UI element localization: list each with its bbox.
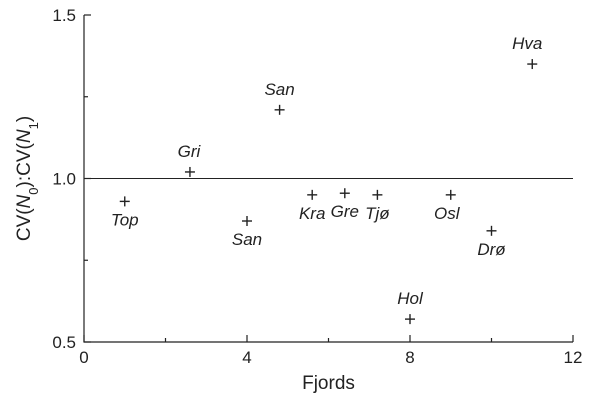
data-point: Gri <box>178 142 202 177</box>
data-point: Osl <box>434 189 461 223</box>
point-label: San <box>264 80 294 99</box>
y-axis: 0.5 1.0 1.5 <box>52 6 91 352</box>
y-tick-label: 1.0 <box>52 170 76 189</box>
data-point: Tjø <box>365 189 390 223</box>
point-label: Hva <box>512 34 542 53</box>
point-label: Drø <box>477 240 505 259</box>
point-label: Kra <box>299 204 325 223</box>
point-label: Gri <box>178 142 202 161</box>
x-axis: 0 4 8 12 <box>79 335 582 367</box>
point-label: Osl <box>434 204 461 223</box>
data-point: San <box>232 216 262 249</box>
data-point: Hol <box>397 289 424 325</box>
point-label: San <box>232 230 262 249</box>
data-point: Gre <box>331 188 359 221</box>
data-points: Top Gri San San Kra Gre Tjø Hol Osl Drø Hva <box>111 34 542 325</box>
x-tick-label: 12 <box>564 348 583 367</box>
data-point: Top <box>111 196 139 229</box>
x-axis-title: Fjords <box>302 373 355 394</box>
point-label: Top <box>111 210 139 229</box>
data-point: San <box>264 80 295 115</box>
point-label: Gre <box>331 202 359 221</box>
y-tick-label: 0.5 <box>52 333 76 352</box>
data-point: Kra <box>299 189 325 223</box>
plot-area: 0 4 8 12 0.5 1.0 1.5 Top Gri San San Kra Gre Tjø Hol… <box>52 6 582 367</box>
x-tick-label: 0 <box>79 348 88 367</box>
data-point: Hva <box>512 34 542 70</box>
data-point: Drø <box>477 225 506 259</box>
point-label: Tjø <box>365 204 390 223</box>
point-label: Hol <box>397 289 424 308</box>
x-tick-label: 8 <box>405 348 414 367</box>
y-axis-title: CV(N0):CV(N1) <box>14 116 41 241</box>
y-tick-label: 1.5 <box>52 6 76 25</box>
x-tick-label: 4 <box>242 348 251 367</box>
